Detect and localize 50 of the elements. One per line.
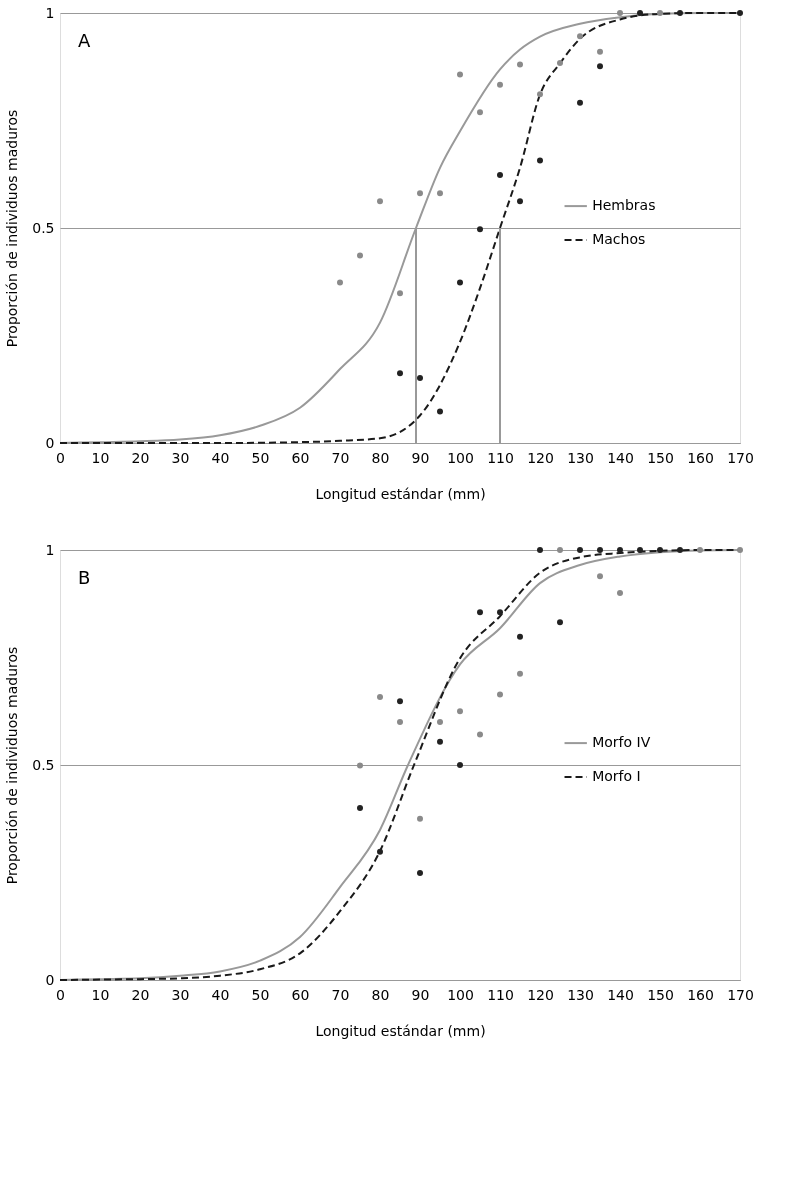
x-axis-title: Longitud estándar (mm): [315, 485, 486, 502]
y-tick-label: 0: [45, 971, 55, 988]
x-tick-label: 150: [647, 986, 674, 1003]
x-tick-label: 140: [607, 449, 634, 466]
annotation: A: [78, 30, 91, 51]
x-tick-label: 120: [527, 986, 554, 1003]
x-tick-label: 130: [567, 449, 594, 466]
x-tick-label: 130: [567, 986, 594, 1003]
annotation: B: [78, 567, 91, 588]
x-tick-label: 90: [411, 449, 430, 466]
x-tick-label: 30: [171, 449, 190, 466]
x-tick-label: 150: [647, 449, 674, 466]
x-tick-label: 30: [171, 986, 190, 1003]
y-tick-label: 0: [45, 434, 55, 451]
x-axis-title: Longitud estándar (mm): [315, 1022, 486, 1039]
x-tick-label: 110: [487, 986, 514, 1003]
y-tick-label: 1: [45, 541, 55, 558]
x-tick-label: 140: [607, 986, 634, 1003]
x-tick-label: 120: [527, 449, 554, 466]
x-tick-label: 160: [687, 449, 714, 466]
x-tick-label: 60: [291, 986, 310, 1003]
x-tick-label: 40: [211, 449, 230, 466]
y-tick-label: 1: [45, 4, 55, 21]
x-tick-label: 50: [251, 986, 270, 1003]
x-tick-label: 100: [447, 986, 474, 1003]
x-tick-label: 20: [131, 449, 150, 466]
x-tick-label: 50: [251, 449, 270, 466]
x-tick-label: 160: [687, 986, 714, 1003]
x-tick-label: 80: [371, 449, 390, 466]
x-tick-label: 70: [331, 986, 350, 1003]
x-tick-label: 70: [331, 449, 350, 466]
legend-label: Morfo IV: [592, 734, 651, 751]
legend-label: Morfo I: [592, 768, 641, 785]
x-tick-label: 10: [91, 449, 110, 466]
x-tick-label: 170: [727, 449, 754, 466]
x-tick-label: 10: [91, 986, 110, 1003]
x-tick-label: 80: [371, 986, 390, 1003]
y-axis-title: Proporción de individuos maduros: [4, 109, 21, 348]
x-tick-label: 90: [411, 986, 430, 1003]
y-tick-label: 0.5: [32, 219, 55, 236]
x-tick-label: 20: [131, 986, 150, 1003]
legend-label: Machos: [592, 231, 646, 248]
y-tick-label: 0.5: [32, 756, 55, 773]
y-axis-title: Proporción de individuos maduros: [4, 646, 21, 885]
x-tick-label: 100: [447, 449, 474, 466]
x-tick-label: 40: [211, 986, 230, 1003]
legend-label: Hembras: [592, 197, 656, 214]
x-tick-label: 170: [727, 986, 754, 1003]
x-tick-label: 60: [291, 449, 310, 466]
x-tick-label: 110: [487, 449, 514, 466]
